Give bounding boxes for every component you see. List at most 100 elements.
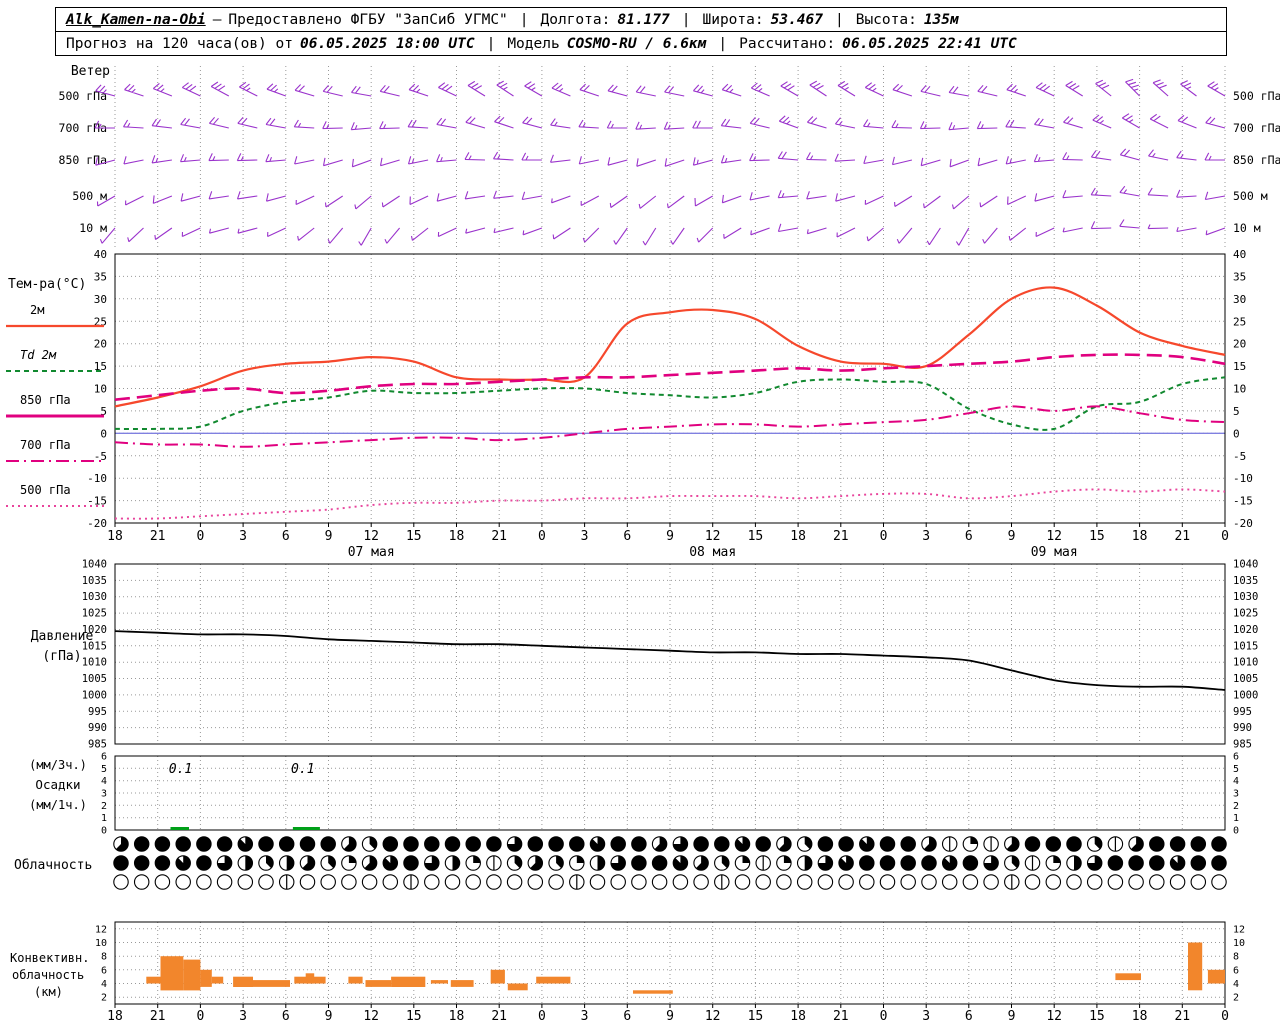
cloud-cover-symbol <box>299 836 316 852</box>
temp-tick-right: 35 <box>1233 270 1246 283</box>
conv-tick-right: 8 <box>1233 952 1239 963</box>
cloud-cover-fill <box>611 855 626 871</box>
pressure-tick-right: 995 <box>1233 706 1252 718</box>
wind-panel: Ветер 500 гПа 500 гПа 700 гПа 700 гПа 850 гПа… <box>59 64 1280 248</box>
cloud-cover-symbol <box>714 836 730 852</box>
pressure-tick-right: 990 <box>1233 722 1252 734</box>
x-tick-label-bottom: 21 <box>150 1009 166 1024</box>
cloud-cover-symbol <box>879 874 896 890</box>
x-tick-label: 6 <box>282 529 290 544</box>
precip-annotation: 0.1 <box>291 762 314 777</box>
temp-tick-left: 15 <box>94 360 107 373</box>
cloud-cover-symbol <box>1190 855 1207 871</box>
precip-tick-right: 2 <box>1233 801 1239 812</box>
dash: — <box>212 11 222 28</box>
cloud-cover-symbol <box>444 874 461 890</box>
pressure-tick-left: 1010 <box>82 657 107 669</box>
precip-tick-right: 0 <box>1233 826 1239 837</box>
cloud-cover-symbol <box>962 874 979 890</box>
cloud-cover-symbol <box>1169 836 1186 852</box>
convective-bar <box>507 983 528 991</box>
cloud-cover-fill <box>983 855 999 871</box>
cloud-cover-symbol <box>1149 874 1165 890</box>
cloud-cover-symbol <box>175 874 191 890</box>
precip-tick-left: 5 <box>101 764 107 775</box>
cloud-cover-symbol <box>196 836 212 852</box>
cloud-cover-symbol <box>900 836 916 852</box>
separator: | <box>718 35 728 52</box>
cloud-cover-symbol <box>983 874 999 890</box>
precip-tick-left: 4 <box>101 776 107 787</box>
cloud-cover-symbol <box>382 836 399 852</box>
x-tick-label: 0 <box>196 529 204 544</box>
temp-tick-right: 30 <box>1233 293 1246 306</box>
cloud-cover-fill <box>348 855 357 863</box>
x-tick-label-bottom: 12 <box>1046 1009 1062 1024</box>
pressure-tick-right: 1030 <box>1233 591 1258 603</box>
temp-series-0 <box>114 286 1226 408</box>
cloud-cover-fill <box>343 836 357 852</box>
cloud-cover-symbol <box>1107 874 1124 890</box>
cloud-cover-symbol <box>175 836 191 852</box>
cloud-cover-fill <box>970 836 978 844</box>
cloud-cover-fill <box>783 855 792 863</box>
cloud-cover-symbol <box>1107 855 1124 871</box>
temp-tick-left: 5 <box>100 405 107 418</box>
longitude-label: Долгота: <box>540 11 611 28</box>
wind-level-label-right: 500 гПа <box>1233 89 1280 103</box>
cloud-cover-symbol <box>796 874 813 890</box>
conv-tick-left: 4 <box>101 979 107 990</box>
cloud-cover-fill <box>742 855 750 863</box>
convective-bar <box>211 976 224 984</box>
pressure-panel-border <box>114 563 1226 745</box>
x-tick-label-bottom: 9 <box>1008 1009 1016 1024</box>
cloud-cover-symbol <box>962 855 979 871</box>
latitude-value: 53.467 <box>770 11 823 28</box>
temp-tick-right: 10 <box>1233 383 1246 396</box>
cloud-cover-symbol <box>610 874 626 890</box>
cloud-cover-fill <box>696 855 709 871</box>
cloud-cover-symbol <box>941 874 958 890</box>
temp-tick-left: 0 <box>100 427 107 440</box>
legend-label-3: 700 гПа <box>20 438 71 452</box>
cloud-cover-symbol <box>403 855 419 871</box>
cloud-cover-symbol <box>838 836 854 852</box>
cloud-cover-symbol <box>278 836 295 852</box>
cloud-cover-symbol <box>755 874 771 890</box>
legend-label-4: 500 гПа <box>20 483 71 497</box>
cloud-cover-fill <box>859 836 874 852</box>
conv-tick-right: 6 <box>1233 965 1239 976</box>
temp-tick-left: -20 <box>87 517 107 530</box>
x-tick-label-bottom: 21 <box>1174 1009 1190 1024</box>
cloud-cover-symbol <box>506 874 523 890</box>
cloud-cover-symbol <box>651 874 668 890</box>
cloud-cover-symbol <box>403 836 419 852</box>
latitude-label: Широта: <box>702 11 764 28</box>
cloud-cover-fill <box>556 855 564 869</box>
convective-bar <box>348 976 363 984</box>
cloud-cover-symbol <box>879 855 896 871</box>
cloud-cover-fill <box>302 855 315 871</box>
cloud-cover-fill <box>735 836 750 852</box>
date-label: 07 мая <box>348 545 395 560</box>
x-tick-label-bottom: 18 <box>107 1009 123 1024</box>
x-tick-label: 9 <box>325 529 333 544</box>
conv-tick-left: 8 <box>101 952 107 963</box>
temp-tick-left: 20 <box>94 338 107 351</box>
x-tick-label: 0 <box>538 529 546 544</box>
cloud-cover-symbol <box>631 836 647 852</box>
pressure-tick-right: 1040 <box>1233 559 1258 571</box>
pressure-tick-left: 1005 <box>82 673 107 685</box>
x-tick-label: 15 <box>1089 529 1105 544</box>
pressure-tick-left: 1015 <box>82 640 107 652</box>
legend-label-1: Td 2м <box>20 348 57 362</box>
convective-bar <box>253 980 290 987</box>
wind-level-label-right: 10 м <box>1233 221 1261 235</box>
cloud-cover-symbol <box>1024 874 1041 890</box>
cloud-cover-fill <box>514 855 522 869</box>
x-tick-label: 6 <box>965 529 973 544</box>
cloud-cover-fill <box>673 836 688 852</box>
convective-bar <box>1188 942 1203 991</box>
